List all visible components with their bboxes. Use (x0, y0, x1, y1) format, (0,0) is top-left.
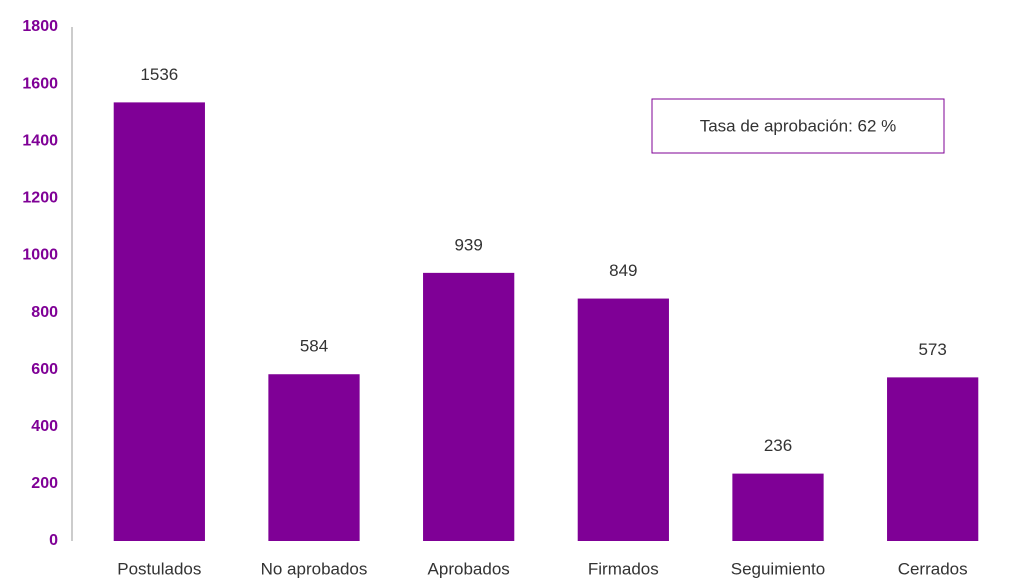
x-tick-label: No aprobados (261, 559, 368, 578)
annotation-box (651, 98, 945, 154)
annotation: Tasa de aprobación: 62 % (700, 116, 897, 135)
x-tick-label: Aprobados (428, 559, 510, 578)
x-tick-label: Seguimiento (731, 559, 826, 578)
y-tick-label: 200 (31, 475, 58, 492)
data-label: 939 (454, 235, 482, 254)
x-tick-label: Firmados (588, 559, 659, 578)
y-tick-label: 1400 (22, 132, 58, 149)
x-tick-label: Postulados (117, 559, 201, 578)
y-tick-label: 600 (31, 361, 58, 378)
data-label: 236 (764, 436, 792, 455)
y-tick-label: 400 (31, 418, 58, 435)
y-tick-label: 1600 (22, 75, 58, 92)
x-tick-label: Cerrados (898, 559, 968, 578)
data-label: 584 (300, 337, 328, 356)
y-tick-label: 1800 (22, 18, 58, 35)
bar (887, 377, 979, 541)
data-label: 849 (609, 261, 637, 280)
y-tick-label: 800 (31, 304, 58, 321)
data-label: 573 (918, 340, 946, 359)
bar (732, 473, 824, 541)
bar (423, 272, 515, 541)
y-tick-label: 0 (49, 532, 58, 549)
y-tick-label: 1200 (22, 190, 58, 207)
bar (113, 102, 205, 542)
bar (268, 374, 360, 541)
data-label: 1536 (140, 65, 178, 84)
bar (577, 298, 669, 541)
y-tick-label: 1000 (22, 247, 58, 264)
